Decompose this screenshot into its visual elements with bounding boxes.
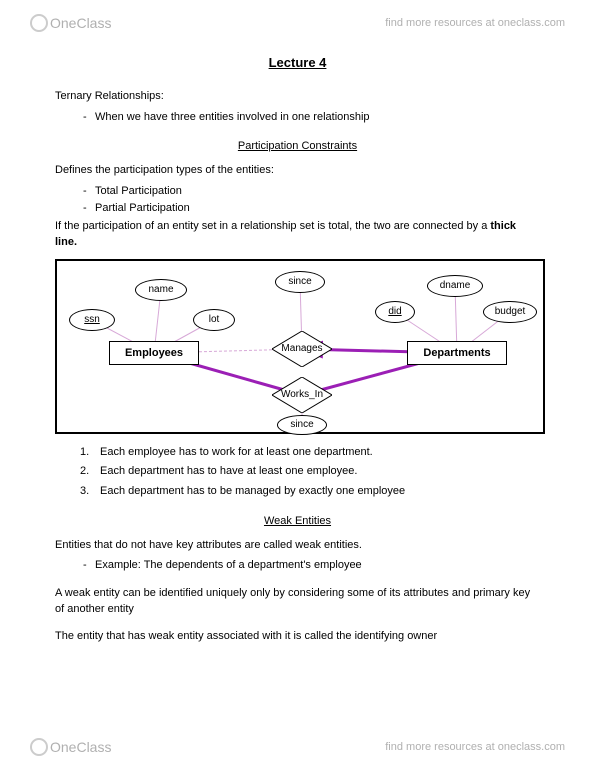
node-did: did — [375, 301, 415, 323]
participation-intro: Defines the participation types of the e… — [55, 162, 540, 179]
participation-b2: Partial Participation — [55, 200, 540, 218]
node-dname: dname — [427, 275, 483, 297]
node-since1: since — [275, 271, 325, 293]
node-name: name — [135, 279, 187, 301]
header-tagline: find more resources at oneclass.com — [385, 17, 565, 29]
rule-1: 1.Each employee has to work for at least… — [55, 444, 540, 462]
ternary-bullet: When we have three entities involved in … — [55, 109, 540, 127]
footer-logo: OneClass — [30, 738, 111, 756]
logo-icon — [30, 14, 48, 32]
page-title: Lecture 4 — [55, 55, 540, 70]
node-since2: since — [277, 415, 327, 435]
page-content: Lecture 4 Ternary Relationships: When we… — [0, 0, 595, 688]
rule-2: 2.Each department has to have at least o… — [55, 463, 540, 481]
logo-text: OneClass — [50, 15, 111, 31]
node-manages: Manages — [272, 331, 332, 367]
footer-logo-icon — [30, 738, 48, 756]
footer-logo-text: OneClass — [50, 739, 111, 755]
node-departments: Departments — [407, 341, 507, 365]
participation-note: If the participation of an entity set in… — [55, 218, 540, 251]
node-lot: lot — [193, 309, 235, 331]
node-employees: Employees — [109, 341, 199, 365]
weak-p2: A weak entity can be identified uniquely… — [55, 585, 540, 618]
rule-1-text: Each employee has to work for at least o… — [100, 446, 373, 458]
weak-p3: The entity that has weak entity associat… — [55, 628, 540, 645]
node-ssn: ssn — [69, 309, 115, 331]
footer: OneClass find more resources at oneclass… — [0, 730, 595, 764]
participation-note-a: If the participation of an entity set in… — [55, 220, 490, 232]
header: OneClass find more resources at oneclass… — [0, 6, 595, 40]
rule-2-text: Each department has to have at least one… — [100, 465, 357, 477]
footer-tagline: find more resources at oneclass.com — [385, 741, 565, 753]
participation-b1: Total Participation — [55, 183, 540, 201]
rule-3-text: Each department has to be managed by exa… — [100, 485, 405, 497]
node-worksin: Works_In — [272, 377, 332, 413]
ternary-heading: Ternary Relationships: — [55, 88, 540, 105]
er-diagram: ssnnamelot since did dnamebudget Employees De… — [55, 259, 545, 434]
weak-entities-title: Weak Entities — [55, 515, 540, 527]
logo: OneClass — [30, 14, 111, 32]
weak-p1: Entities that do not have key attributes… — [55, 537, 540, 554]
node-budget: budget — [483, 301, 537, 323]
participation-title: Participation Constraints — [55, 140, 540, 152]
rule-3: 3.Each department has to be managed by e… — [55, 483, 540, 501]
weak-b1: Example: The dependents of a department'… — [55, 557, 540, 575]
